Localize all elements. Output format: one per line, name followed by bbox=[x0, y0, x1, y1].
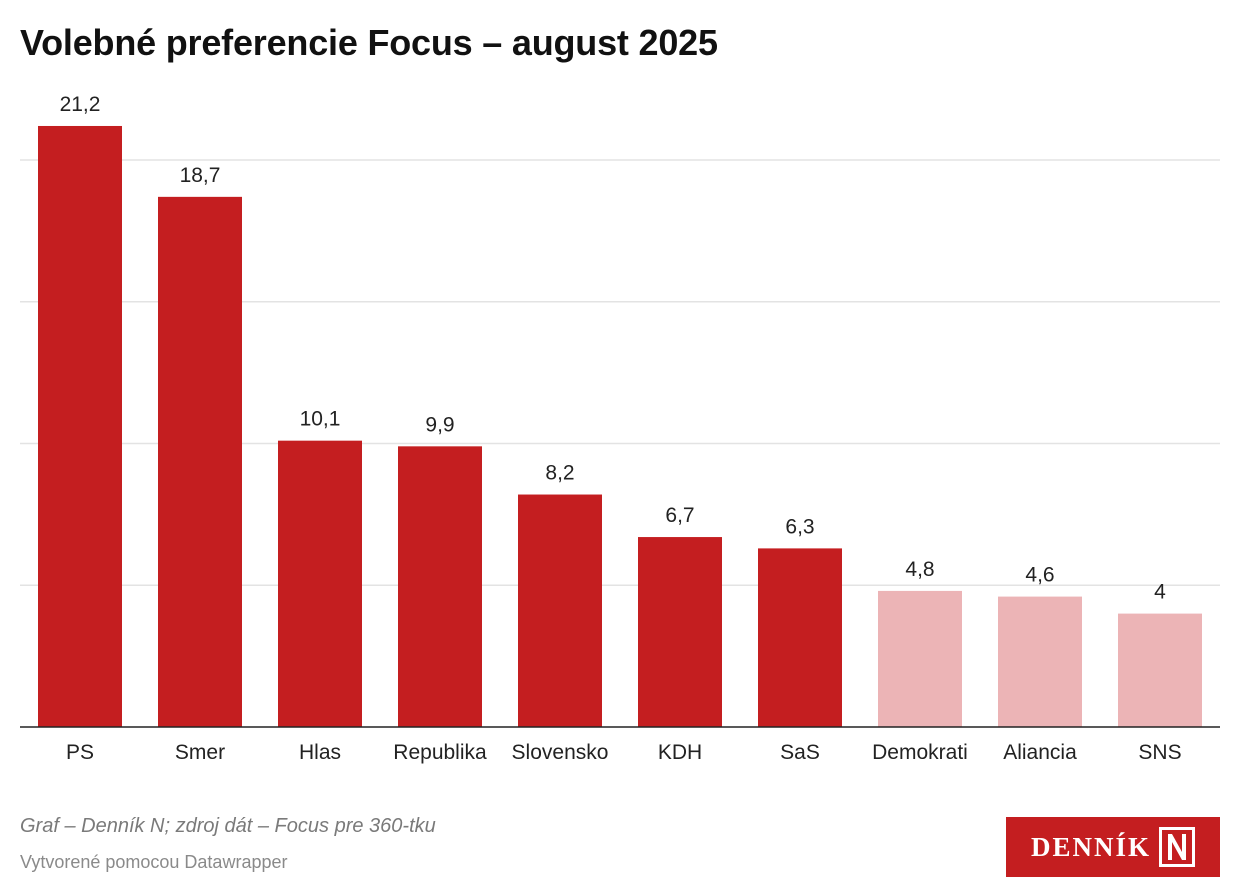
bar bbox=[998, 596, 1082, 727]
bar bbox=[38, 125, 122, 728]
value-label: 18,7 bbox=[180, 164, 221, 187]
category-label: SNS bbox=[1138, 741, 1181, 764]
value-label: 6,7 bbox=[665, 504, 694, 527]
bar bbox=[518, 494, 602, 727]
bar bbox=[158, 196, 242, 728]
value-label: 4,8 bbox=[905, 558, 934, 581]
bar bbox=[1118, 613, 1202, 727]
bar bbox=[278, 440, 362, 727]
bar bbox=[398, 446, 482, 727]
category-label: Republika bbox=[393, 741, 487, 764]
value-label: 9,9 bbox=[425, 413, 454, 436]
value-label: 21,2 bbox=[60, 93, 101, 116]
category-label: PS bbox=[66, 741, 94, 764]
bar bbox=[758, 548, 842, 727]
value-label: 8,2 bbox=[545, 462, 574, 485]
category-label: Demokrati bbox=[872, 741, 968, 764]
value-label: 4,6 bbox=[1025, 564, 1054, 587]
category-label: SaS bbox=[780, 741, 820, 764]
bars bbox=[38, 125, 1202, 728]
bar bbox=[638, 537, 722, 727]
logo-wordmark: DENNÍK bbox=[1030, 831, 1151, 862]
category-labels: PS Smer Hlas Republika Slovensko KDH SaS Demokr… bbox=[66, 741, 1182, 764]
value-label: 4 bbox=[1154, 581, 1166, 604]
dennik-n-logo[interactable]: DENNÍK bbox=[1006, 817, 1220, 877]
n-logo-icon bbox=[1159, 827, 1195, 867]
category-label: Smer bbox=[175, 741, 225, 764]
bar bbox=[878, 590, 962, 727]
credit-link[interactable]: Vytvorené pomocou Datawrapper bbox=[20, 852, 288, 872]
category-label: Hlas bbox=[299, 741, 341, 764]
category-label: Slovensko bbox=[512, 741, 609, 764]
value-label: 6,3 bbox=[785, 515, 814, 538]
category-label: KDH bbox=[658, 741, 702, 764]
value-labels: 21,2 18,7 10,1 9,9 8,2 6,7 6,3 4,8 4,6 4 bbox=[60, 93, 1167, 604]
chart-title: Volebné preferencie Focus – august 2025 bbox=[20, 22, 718, 63]
bar-chart: 21,2 18,7 10,1 9,9 8,2 6,7 6,3 4,8 4,6 4 PS Smer Hl… bbox=[20, 93, 1220, 764]
category-label: Aliancia bbox=[1003, 741, 1077, 764]
source-note: Graf – Denník N; zdroj dát – Focus pre 3… bbox=[20, 815, 436, 837]
value-label: 10,1 bbox=[300, 408, 341, 431]
